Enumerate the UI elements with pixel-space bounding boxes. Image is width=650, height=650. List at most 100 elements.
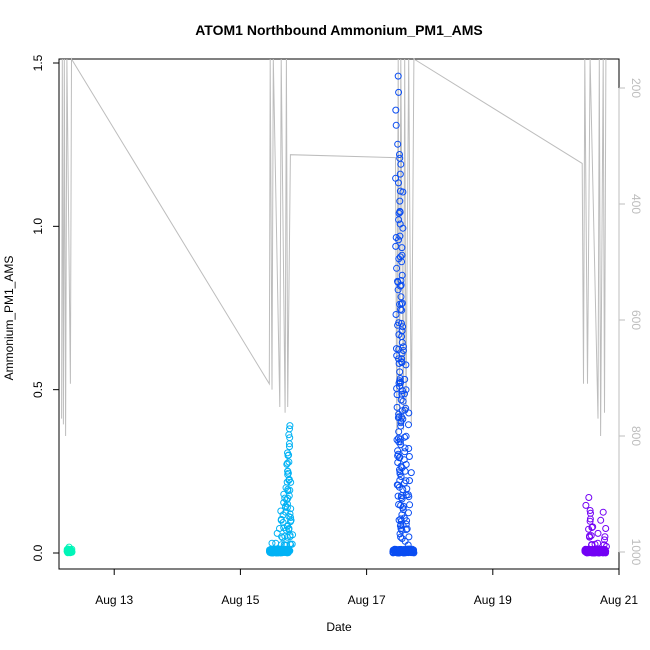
x-axis-label: Date [326,620,352,634]
data-point [403,485,411,493]
y-tick-label: 1.0 [31,218,45,235]
data-point [282,508,290,516]
data-point [591,549,599,557]
data-point [402,526,410,534]
data-point [405,445,413,452]
data-point [399,343,407,351]
data-point [283,504,291,511]
chart-title: ATOM1 Northbound Ammonium_PM1_AMS [195,22,483,38]
data-point [403,525,411,533]
secondary-tick-label: 800 [629,426,643,446]
data-point [396,375,404,382]
data-point [597,516,605,524]
data-point [397,305,405,313]
data-point [394,277,401,285]
data-point [398,319,405,327]
data-point [396,197,404,205]
data-point [594,539,602,547]
data-point [396,232,404,240]
data-point [406,477,413,485]
data-point [401,375,409,383]
data-point [589,523,597,531]
data-point [405,421,412,429]
data-point [394,447,402,455]
data-point [284,452,292,459]
data-point [395,216,403,224]
data-point [392,106,400,114]
data-point [284,467,292,475]
data-point [602,543,610,550]
scatter-point-layer [63,72,610,557]
data-point [401,390,408,398]
data-point [399,397,407,405]
data-point [584,548,592,556]
data-point [402,361,410,369]
data-point [288,540,296,548]
data-point [405,533,413,541]
data-point [284,522,291,530]
data-point [402,432,410,440]
data-point [398,359,406,367]
series-2 [389,72,418,557]
secondary-tick-label: 200 [629,78,643,98]
data-point [396,548,404,556]
data-point [404,541,412,549]
data-point [394,72,402,80]
data-point [398,339,406,346]
data-point [396,170,404,178]
data-point [395,413,403,421]
data-point [398,350,406,358]
altitude-line [61,57,607,437]
data-point [408,547,416,555]
data-point [394,481,402,489]
data-point [389,548,397,556]
data-point [405,409,413,417]
data-point [399,323,407,331]
data-point [596,545,604,553]
data-point [587,532,595,540]
data-point [266,548,274,556]
data-point [287,516,295,524]
data-point [276,548,283,556]
data-point [286,540,294,548]
data-point [283,478,291,486]
data-point [586,517,594,525]
series-1 [266,422,297,557]
data-point [285,476,293,484]
secondary-tick-label: 400 [629,194,643,214]
data-point [286,531,294,539]
x-tick-label: Aug 15 [221,593,259,607]
data-point [285,458,293,466]
data-point [398,271,406,279]
data-point [284,548,292,556]
data-point [397,441,405,449]
data-point [276,525,283,532]
data-point [586,515,594,523]
x-tick-label: Aug 19 [474,593,512,607]
data-point [399,486,407,493]
data-point [400,546,408,554]
data-point [393,436,401,444]
data-point [582,501,590,509]
data-point [402,386,410,394]
data-point [399,347,407,354]
data-point [284,449,291,457]
data-point [396,151,403,158]
data-point [396,438,404,446]
data-point [286,422,294,430]
data-point [399,506,407,514]
data-point [398,495,406,503]
data-point [395,255,403,263]
data-point [283,460,291,468]
data-point [394,286,402,294]
data-point [66,546,74,554]
data-point [401,444,409,452]
x-tick-label: Aug 21 [600,593,638,607]
data-point [397,533,405,541]
data-point [588,524,596,531]
data-point [406,501,414,509]
y-tick-label: 1.5 [31,54,45,71]
data-point [397,160,405,168]
data-point [398,390,406,398]
